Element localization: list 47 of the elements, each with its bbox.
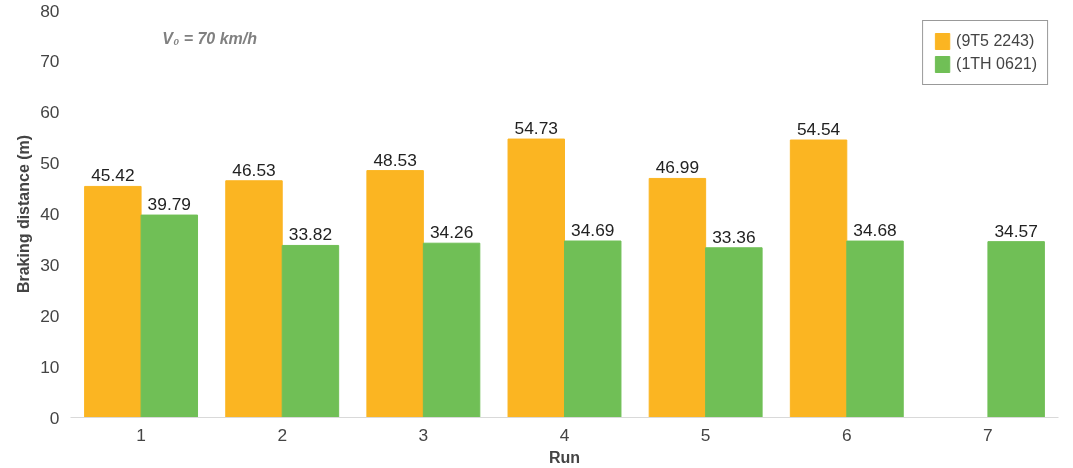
x-tick-label: 7 bbox=[983, 424, 993, 445]
x-tick-label: 1 bbox=[136, 424, 146, 445]
y-tick-label: 10 bbox=[40, 356, 60, 377]
legend-label: (9T5 2243) bbox=[956, 32, 1035, 50]
x-tick-label: 6 bbox=[841, 424, 852, 445]
data-label: 34.57 bbox=[994, 220, 1038, 241]
data-label: 45.42 bbox=[91, 165, 135, 186]
bar bbox=[422, 242, 481, 418]
y-tick-label: 50 bbox=[40, 153, 60, 174]
data-label: 39.79 bbox=[147, 194, 191, 215]
y-tick-label: 80 bbox=[40, 0, 60, 21]
data-label: 34.68 bbox=[853, 220, 897, 241]
x-tick-label: 5 bbox=[700, 424, 711, 445]
annotation: V₀ = 70 km/h bbox=[162, 30, 258, 48]
data-label: 33.36 bbox=[712, 226, 756, 247]
legend-label: (1TH 0621) bbox=[956, 55, 1037, 73]
y-tick-label: 30 bbox=[40, 254, 60, 275]
data-label: 48.53 bbox=[373, 149, 417, 170]
y-axis-title: Braking distance (m) bbox=[15, 134, 33, 294]
bar bbox=[789, 139, 848, 418]
bar bbox=[507, 138, 565, 418]
x-tick-label: 2 bbox=[277, 424, 288, 445]
data-label: 34.26 bbox=[429, 222, 474, 243]
bar bbox=[140, 214, 199, 418]
bar bbox=[564, 240, 622, 418]
bar bbox=[705, 247, 763, 418]
data-label: 54.73 bbox=[514, 118, 558, 139]
bar bbox=[281, 244, 340, 418]
x-tick-label: 4 bbox=[559, 424, 570, 445]
y-tick-label: 0 bbox=[49, 407, 60, 428]
y-tick-label: 20 bbox=[40, 305, 60, 326]
bar bbox=[648, 177, 707, 418]
data-label: 46.53 bbox=[232, 159, 276, 180]
bar bbox=[225, 180, 283, 418]
bar bbox=[84, 185, 142, 418]
x-tick-label: 3 bbox=[418, 424, 429, 445]
y-tick-label: 70 bbox=[40, 51, 60, 72]
data-label: 33.82 bbox=[288, 224, 333, 245]
bar bbox=[366, 170, 424, 418]
y-tick-label: 60 bbox=[40, 102, 60, 123]
bar bbox=[846, 240, 904, 418]
bar bbox=[987, 241, 1045, 418]
y-tick-label: 40 bbox=[40, 204, 60, 224]
data-label: 54.54 bbox=[796, 119, 841, 140]
data-label: 34.69 bbox=[571, 220, 615, 241]
data-label: 46.99 bbox=[655, 157, 700, 178]
x-axis-title: Run bbox=[548, 448, 581, 466]
